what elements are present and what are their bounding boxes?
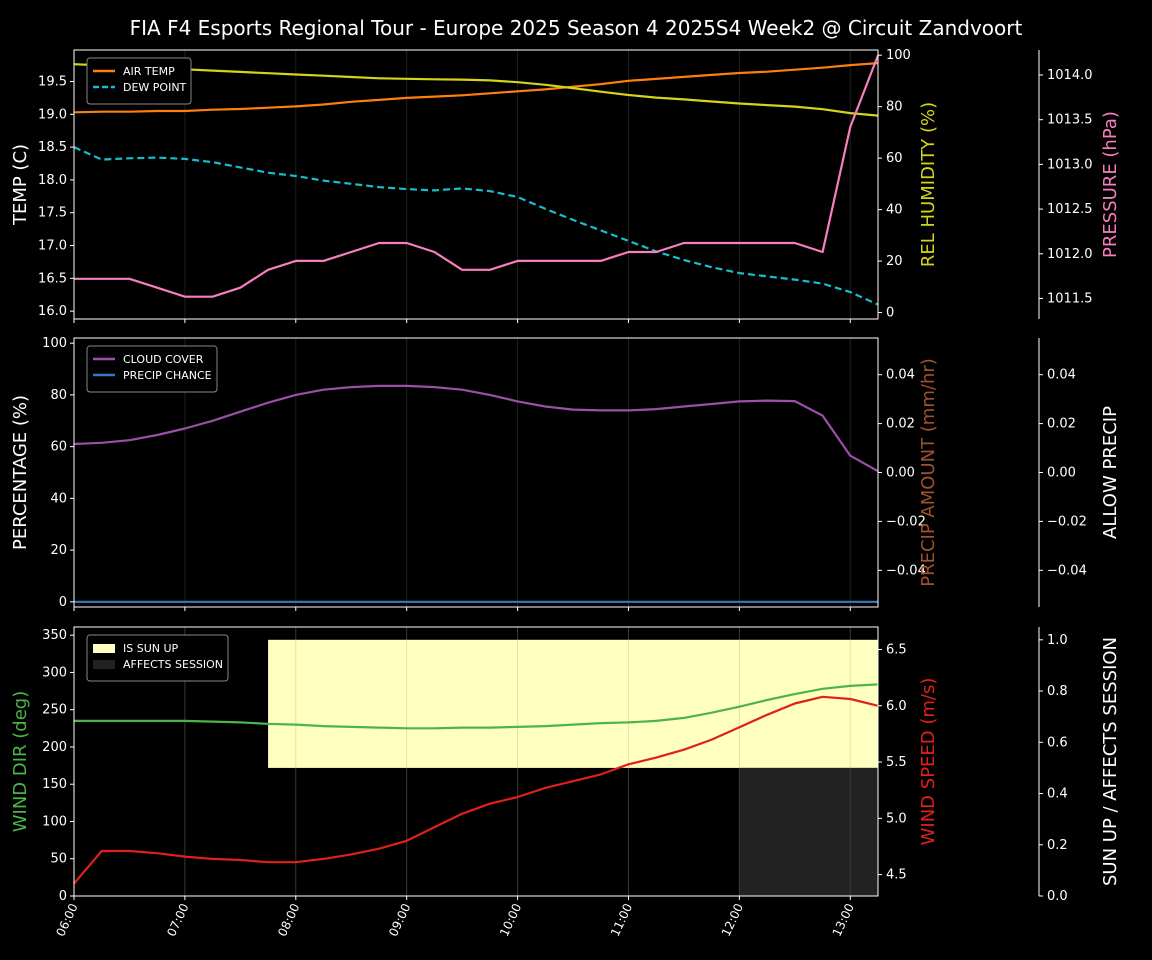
right1-tick-label: 6.5 [886,643,907,658]
left-tick-label: 19.0 [38,107,67,122]
left-tick-label: 50 [50,852,67,867]
legend-swatch [93,660,115,669]
legend-box [86,345,218,393]
left-tick-label: 150 [42,777,67,792]
right2-tick-label: 1012.5 [1047,202,1093,217]
left-tick-label: 16.5 [38,271,67,286]
left-tick-label: 40 [50,491,67,506]
right1-tick-label: 0.02 [886,417,915,432]
right2-tick-label: 0.6 [1047,735,1068,750]
legend: AIR TEMP DEW POINT [86,57,192,105]
legend-label: CLOUD COVER [123,353,204,366]
left-axis-label: WIND DIR (deg) [10,691,31,833]
series-line-air-temp [73,62,879,114]
right1-axis-label: PRECIP AMOUNT (mm/hr) [918,358,939,587]
series-line-cloud-cover [73,384,879,473]
left-tick-label: 17.5 [38,206,67,221]
left-tick-label: 18.5 [38,140,67,155]
chart-title: FIA F4 Esports Regional Tour - Europe 20… [130,16,1023,40]
left-tick-label: 250 [42,703,67,718]
left-tick-label: 16.0 [38,304,67,319]
left-tick-label: 19.5 [38,74,67,89]
right1-tick-label: 40 [886,203,903,218]
panel-2: 0 20 40 60 80 100 −0.04 −0.02 0.00 0.02 0.04 −0.04 −… [10,336,1121,611]
series-line-dew-point [73,146,879,306]
right2-axis-label: PRESSURE (hPa) [1100,111,1121,258]
left-tick-label: 20 [50,543,67,558]
right2-tick-label: 1011.5 [1047,291,1093,306]
right2-tick-label: 0.2 [1047,838,1068,853]
left-tick-label: 18.0 [38,173,67,188]
right1-tick-label: 4.5 [886,868,907,883]
right2-tick-label: 0.0 [1047,889,1068,904]
right2-tick-label: 0.00 [1047,466,1076,481]
legend-label: DEW POINT [123,81,187,94]
left-tick-label: 200 [42,740,67,755]
legend: CLOUD COVER PRECIP CHANCE [86,345,218,393]
left-tick-label: 0 [59,889,67,904]
right1-tick-label: 80 [886,100,903,115]
legend: IS SUN UP AFFECTS SESSION [86,634,229,682]
right1-tick-label: 5.5 [886,755,907,770]
series-line-rel-humidity [73,63,879,117]
right1-tick-label: 0.04 [886,368,915,383]
right2-tick-label: 1012.0 [1047,247,1093,262]
legend-label: AIR TEMP [123,65,175,78]
right1-tick-label: −0.04 [886,563,926,578]
right2-tick-label: −0.02 [1047,514,1087,529]
plot-frame [73,626,879,897]
right2-tick-label: 0.04 [1047,368,1076,383]
left-tick-label: 100 [42,814,67,829]
right2-tick-label: 1013.0 [1047,157,1093,172]
series-line-pressure [74,55,880,298]
panel-1: 16.0 16.5 17.0 17.5 18.0 18.5 19.0 19.5 0 20 40 60 8… [10,48,1121,323]
sun-up-band [268,639,878,768]
right1-tick-label: 6.0 [886,699,907,714]
left-tick-label: 100 [42,336,67,351]
series-line-wind-dir [74,683,879,730]
left-axis-label: PERCENTAGE (%) [10,395,31,550]
right1-axis-label: WIND SPEED (m/s) [918,678,939,846]
left-tick-label: 0 [59,595,67,610]
right1-axis-label: REL HUMIDITY (%) [918,102,939,267]
left-tick-label: 60 [50,440,67,455]
legend-label: AFFECTS SESSION [123,658,223,671]
right1-tick-label: −0.02 [886,514,926,529]
right1-tick-label: 100 [886,48,911,63]
right2-tick-label: −0.04 [1047,563,1087,578]
right2-axis-label: SUN UP / AFFECTS SESSION [1100,637,1121,886]
affects-session-band [739,767,878,896]
legend-label: PRECIP CHANCE [123,369,212,382]
right1-tick-label: 60 [886,151,903,166]
right2-tick-label: 1.0 [1047,633,1068,648]
left-tick-label: 80 [50,388,67,403]
legend-label: IS SUN UP [123,642,179,655]
right1-tick-label: 0.00 [886,466,915,481]
left-tick-label: 17.0 [38,239,67,254]
series-line-wind-speed [73,695,879,885]
right2-tick-label: 0.8 [1047,684,1068,699]
panel-3: 0 50 100 150 200 250 300 350 4.5 5.0 5.5 6.0 6.5 0.0 0… [10,626,1121,904]
right2-tick-label: 0.4 [1047,787,1068,802]
right2-tick-label: 1014.0 [1047,68,1093,83]
right1-tick-label: 20 [886,254,903,269]
right2-axis-label: ALLOW PRECIP [1100,406,1121,539]
left-tick-label: 300 [42,665,67,680]
right2-tick-label: 0.02 [1047,417,1076,432]
left-tick-label: 350 [42,628,67,643]
right2-tick-label: 1013.5 [1047,113,1093,128]
legend-swatch [93,644,115,653]
right1-tick-label: 0 [886,306,894,321]
right1-tick-label: 5.0 [886,811,907,826]
legend-box [86,57,192,105]
legend-box [86,634,229,682]
plot-frame [73,49,879,320]
left-axis-label: TEMP (C) [10,144,31,226]
